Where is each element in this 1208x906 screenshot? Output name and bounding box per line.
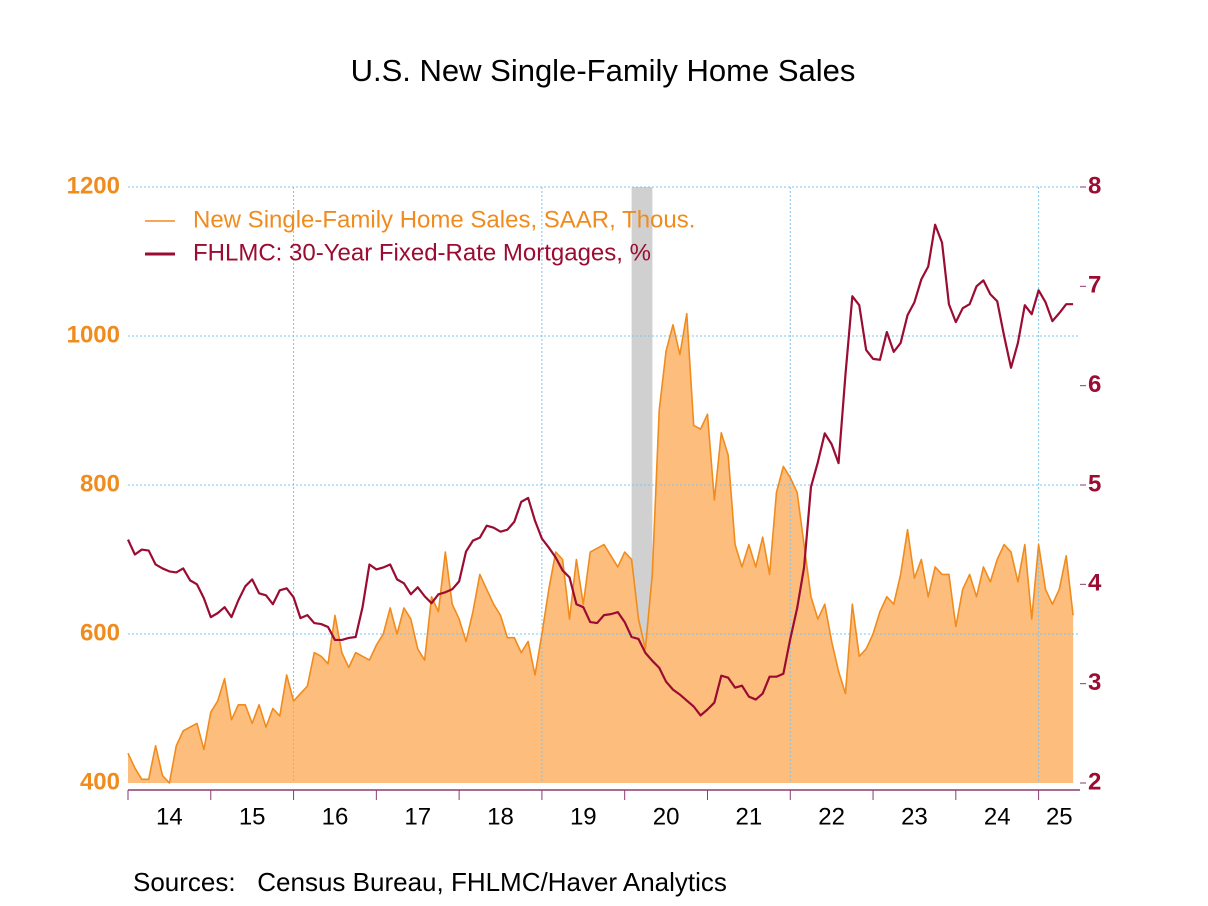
line	[127, 223, 1074, 717]
y2-tick-label: 6	[1088, 371, 1101, 398]
x-tick-label: 24	[984, 803, 1011, 830]
y2-tick-label: 4	[1088, 570, 1102, 597]
y2-tick-label: 5	[1088, 470, 1101, 497]
x-tick-label: 17	[404, 803, 431, 830]
chart-title: U.S. New Single-Family Home Sales	[351, 53, 856, 88]
y-tick-label: 1200	[67, 172, 120, 199]
y2-tick-label: 2	[1088, 768, 1101, 795]
x-tick-label: 20	[653, 803, 680, 830]
y-tick-label: 600	[80, 619, 120, 646]
legend-label: FHLMC: 30-Year Fixed-Rate Mortgages, %	[193, 239, 651, 266]
x-tick-label: 19	[570, 803, 597, 830]
y-tick-label: 800	[80, 470, 120, 497]
x-tick-label: 18	[487, 803, 514, 830]
y-tick-label: 1000	[67, 321, 120, 348]
x-tick-label: 16	[322, 803, 349, 830]
y-tick-label: 400	[80, 768, 120, 795]
x-tick-label: 23	[901, 803, 928, 830]
y2-tick-label: 8	[1088, 172, 1101, 199]
area	[128, 313, 1074, 783]
x-tick-label: 25	[1046, 803, 1073, 830]
y2-tick-label: 7	[1088, 272, 1101, 299]
x-tick-label: 14	[156, 803, 183, 830]
source-note: Sources: Census Bureau, FHLMC/Haver Anal…	[133, 867, 727, 897]
x-tick-label: 15	[239, 803, 266, 830]
legend-label: New Single-Family Home Sales, SAAR, Thou…	[193, 206, 695, 233]
y2-tick-label: 3	[1088, 669, 1101, 696]
x-tick-label: 21	[736, 803, 763, 830]
x-tick-label: 22	[818, 803, 845, 830]
area-line	[127, 312, 1074, 784]
